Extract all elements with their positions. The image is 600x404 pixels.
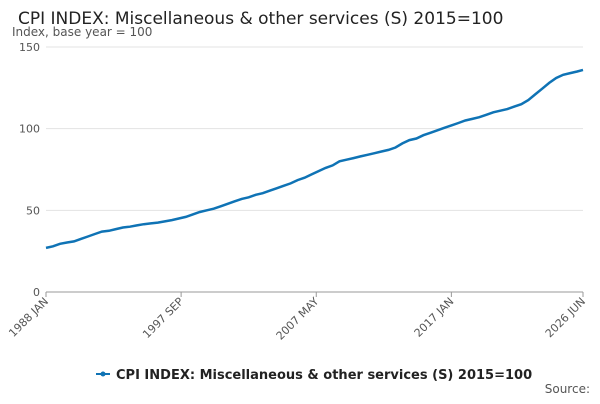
x-tick-label: 1997 SEP (140, 295, 186, 341)
series-line (45, 68, 584, 250)
y-tick-label: 50 (26, 204, 40, 217)
x-tick-label: 2017 JAN (412, 295, 457, 340)
chart-title: CPI INDEX: Miscellaneous & other service… (18, 9, 503, 29)
chart-subtitle: Index, base year = 100 (12, 25, 152, 39)
source: Source: (545, 382, 590, 396)
x-tick-label: 2026 JUN (543, 295, 588, 340)
y-tick-label: 100 (19, 123, 40, 136)
x-tick-label: 1988 JAN (6, 295, 51, 340)
legend-marker (100, 371, 106, 377)
x-tick-label: 2007 MAY (274, 295, 322, 343)
y-tick-label: 150 (19, 41, 40, 54)
y-tick-label: 0 (33, 286, 40, 299)
legend-label: CPI INDEX: Miscellaneous & other service… (116, 368, 532, 383)
